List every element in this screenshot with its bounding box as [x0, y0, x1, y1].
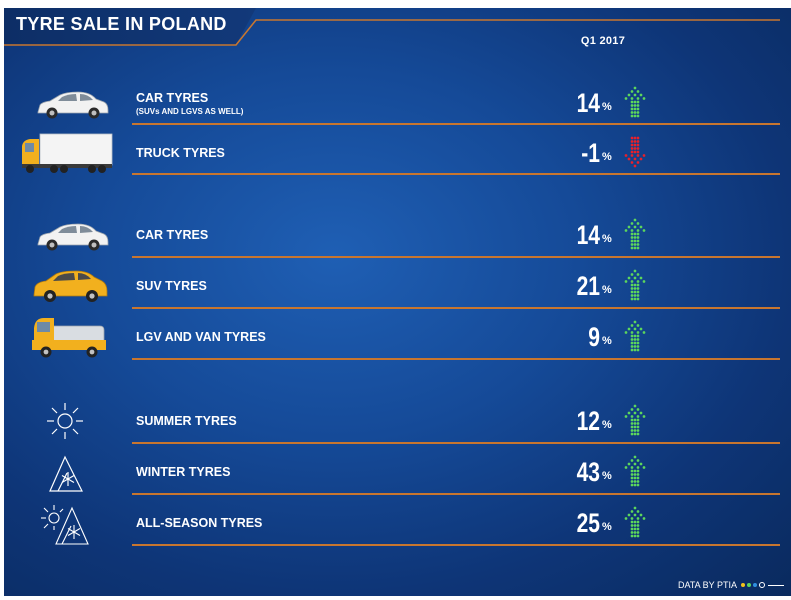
trend-down-arrow-icon — [624, 136, 646, 170]
table-row: SUMMER TYRES 12% — [4, 398, 791, 444]
truck-icon — [20, 130, 116, 176]
change-value: 43 — [576, 457, 600, 487]
trend-up-arrow-icon — [624, 455, 646, 489]
trend-up-arrow-icon — [624, 404, 646, 438]
infographic: TYRE SALE IN POLAND Q1 2017 CAR TYRES (SU… — [4, 8, 791, 596]
change-value: 14 — [576, 220, 600, 250]
row-divider — [132, 256, 780, 258]
percent-unit: % — [602, 470, 612, 482]
change-value: 21 — [576, 271, 600, 301]
category-sublabel: (SUVs AND LGVS AS WELL) — [136, 106, 244, 116]
trend-up-arrow-icon — [624, 269, 646, 303]
category-label: CAR TYRES — [136, 212, 208, 258]
row-divider — [132, 442, 780, 444]
trend-up-arrow-icon — [624, 506, 646, 540]
change-value: 9 — [588, 322, 600, 352]
table-row: CAR TYRES (SUVs AND LGVS AS WELL) 14% — [4, 80, 791, 126]
table-row: ALL-SEASON TYRES 25% — [4, 500, 791, 546]
trend-up-arrow-icon — [624, 86, 646, 120]
car-icon — [20, 212, 116, 258]
row-divider — [132, 493, 780, 495]
category-label: SUV TYRES — [136, 263, 207, 309]
trend-up-arrow-icon — [624, 320, 646, 354]
source-label: DATA BY PTIA — [678, 580, 738, 590]
page-title: TYRE SALE IN POLAND — [16, 14, 227, 34]
category-name: ALL-SEASON TYRES — [136, 516, 263, 530]
category-label: WINTER TYRES — [136, 449, 230, 495]
ptia-logo-icon — [741, 582, 785, 588]
table-row: TRUCK TYRES -1% — [4, 130, 791, 176]
category-name: CAR TYRES — [136, 228, 209, 242]
percent-unit: % — [602, 419, 612, 431]
table-row: SUV TYRES 21% — [4, 263, 791, 309]
category-name: LGV AND VAN TYRES — [136, 330, 266, 344]
row-divider — [132, 544, 780, 546]
category-label: CAR TYRES (SUVs AND LGVS AS WELL) — [136, 80, 243, 126]
category-label: LGV AND VAN TYRES — [136, 314, 266, 360]
category-name: TRUCK TYRES — [136, 146, 225, 160]
change-value: 25 — [576, 508, 600, 538]
table-row: CAR TYRES 14% — [4, 212, 791, 258]
row-divider — [132, 123, 780, 125]
category-name: WINTER TYRES — [136, 465, 231, 479]
row-divider — [132, 173, 780, 175]
percent-unit: % — [602, 151, 612, 163]
table-row: WINTER TYRES 43% — [4, 449, 791, 495]
percent-unit: % — [602, 335, 612, 347]
category-name: SUMMER TYRES — [136, 414, 237, 428]
trend-up-arrow-icon — [624, 218, 646, 252]
footer: DATA BY PTIA — [678, 580, 785, 590]
title-bar — [4, 8, 256, 45]
header-rule — [4, 19, 780, 46]
change-value: 14 — [576, 88, 600, 118]
car-icon — [20, 80, 116, 126]
percent-unit: % — [602, 284, 612, 296]
category-name: CAR TYRES — [136, 90, 209, 105]
percent-unit: % — [602, 101, 612, 113]
change-value: -1 — [581, 138, 600, 168]
category-label: ALL-SEASON TYRES — [136, 500, 262, 546]
suv-icon — [20, 263, 116, 309]
change-value: 12 — [576, 406, 600, 436]
van-icon — [20, 314, 116, 360]
snow-mountain-icon — [20, 449, 116, 495]
category-label: TRUCK TYRES — [136, 130, 225, 176]
sun-icon — [20, 398, 116, 444]
category-name: SUV TYRES — [136, 279, 207, 293]
percent-unit: % — [602, 233, 612, 245]
category-label: SUMMER TYRES — [136, 398, 237, 444]
table-row: LGV AND VAN TYRES 9% — [4, 314, 791, 360]
row-divider — [132, 358, 780, 360]
percent-unit: % — [602, 521, 612, 533]
row-divider — [132, 307, 780, 309]
period-label: Q1 2017 — [580, 35, 626, 47]
sun-snow-mountain-icon — [20, 500, 116, 546]
